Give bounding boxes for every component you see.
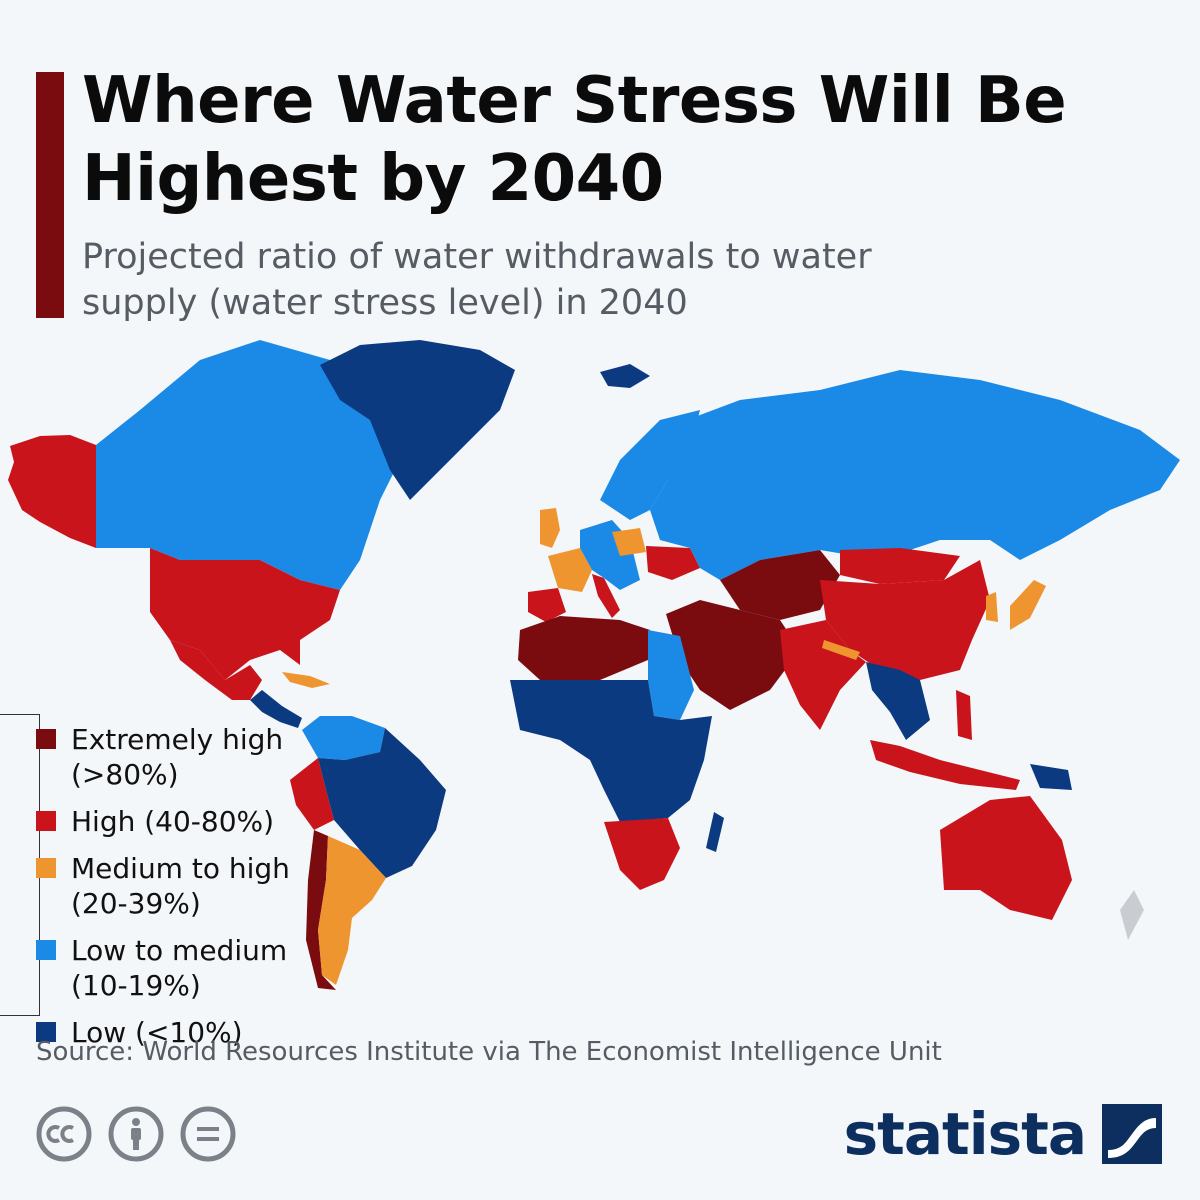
region-mongolia	[840, 548, 960, 584]
page-title: Where Water Stress Will Be Highest by 20…	[82, 64, 1067, 216]
no-derivatives-icon[interactable]	[180, 1106, 236, 1162]
region-central-asia	[720, 550, 840, 620]
region-usa	[150, 548, 340, 680]
brand-wordmark: statista	[843, 1100, 1087, 1168]
region-greenland	[320, 340, 515, 500]
region-iberia	[528, 588, 566, 622]
region-north-africa	[518, 616, 650, 680]
region-argentina	[318, 836, 386, 985]
region-uk	[540, 508, 560, 548]
region-japan	[1010, 580, 1046, 630]
region-papua-new-guinea	[1030, 764, 1072, 790]
source-note: Source: World Resources Institute via Th…	[36, 1037, 942, 1067]
legend-frame	[0, 714, 40, 1016]
legend-item-low-medium: Low to medium (10-19%)	[36, 933, 306, 1003]
license-icons	[36, 1106, 252, 1162]
region-mexico	[170, 640, 262, 700]
region-iceland	[600, 364, 650, 388]
region-nepal	[822, 640, 860, 660]
region-france	[548, 548, 592, 592]
region-egypt-sudan	[648, 630, 694, 720]
region-philippines	[956, 690, 972, 740]
region-australia	[940, 796, 1072, 920]
legend-swatch	[36, 1022, 56, 1042]
region-canada	[96, 340, 400, 590]
region-chile	[306, 830, 336, 990]
region-italy	[592, 574, 620, 618]
legend-label: High (40-80%)	[71, 805, 275, 838]
legend-label: Medium to high (20-39%)	[71, 852, 290, 920]
legend-label: Low to medium (10-19%)	[71, 934, 288, 1002]
region-china	[820, 560, 990, 680]
region-peru	[290, 758, 334, 830]
region-poland	[612, 528, 646, 556]
legend-item-low: Low (<10%)	[36, 1015, 306, 1050]
region-alaska	[8, 435, 96, 548]
legend-label: Extremely high (>80%)	[71, 723, 284, 791]
statista-logo-icon	[1102, 1104, 1162, 1164]
legend-swatch	[36, 729, 56, 749]
region-madagascar	[706, 812, 724, 852]
region-southeast-asia	[866, 662, 930, 740]
legend-swatch	[36, 811, 56, 831]
attribution-icon[interactable]	[108, 1106, 164, 1162]
region-subsaharan-africa	[510, 680, 712, 822]
region-indonesia	[870, 740, 1020, 790]
legend-label: Low (<10%)	[71, 1016, 243, 1049]
title-accent-bar	[36, 72, 64, 318]
region-middle-east	[666, 600, 800, 710]
region-cuba	[282, 672, 330, 688]
region-colombia-venezuela	[302, 716, 385, 760]
region-southern-africa	[604, 818, 680, 890]
legend-item-extremely-high: Extremely high (>80%)	[36, 722, 306, 792]
region-korea	[986, 592, 998, 622]
legend-swatch	[36, 940, 56, 960]
creative-commons-icon[interactable]	[36, 1106, 92, 1162]
region-ukraine	[646, 546, 700, 580]
region-brazil	[318, 728, 446, 878]
world-map	[8, 340, 1180, 990]
legend-swatch	[36, 858, 56, 878]
page-subtitle: Projected ratio of water withdrawals to …	[82, 237, 872, 323]
region-central-america	[250, 690, 302, 728]
legend-item-medium-high: Medium to high (20-39%)	[36, 851, 306, 921]
legend-item-high: High (40-80%)	[36, 804, 306, 839]
statista-brand: statista	[844, 1100, 1164, 1168]
region-russia	[650, 370, 1180, 580]
legend: Extremely high (>80%) High (40-80%) Medi…	[36, 722, 306, 1062]
region-new-zealand	[1120, 890, 1144, 940]
